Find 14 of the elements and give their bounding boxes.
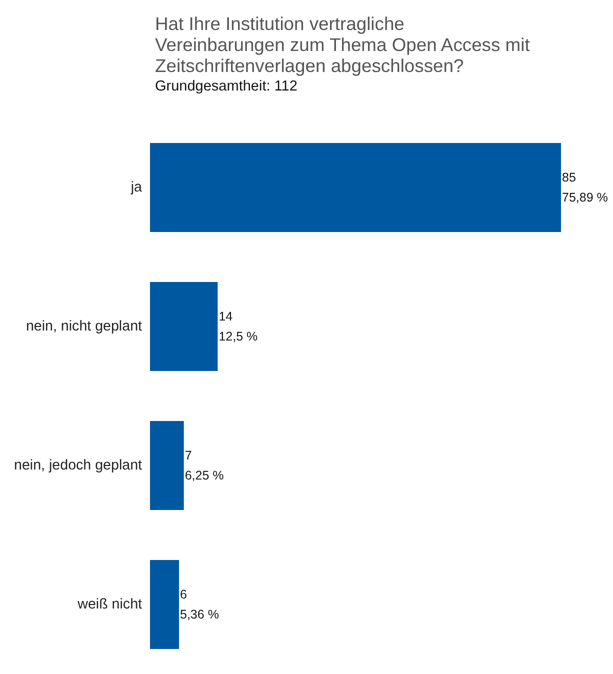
- y-tick-label: nein, jedoch geplant: [14, 458, 142, 474]
- y-tick-label: nein, nicht geplant: [26, 318, 142, 334]
- data-label: 6 5,36 %: [180, 588, 219, 622]
- bar: [150, 282, 218, 371]
- bar: [150, 421, 184, 510]
- data-label: 14 12,5 %: [218, 310, 258, 344]
- chart-title: Hat Ihre Institution vertragliche Vereinbarungen zum Thema Open Access mit Zeitschriftenverlagen abgeschlossen?: [155, 13, 530, 76]
- y-tick-label: ja: [130, 180, 142, 196]
- y-tick-label: weiß nicht: [76, 596, 142, 612]
- chart-subtitle: Grundgesamtheit: 112: [155, 78, 298, 94]
- bar: [150, 143, 561, 232]
- data-label: 85 75,89 %: [562, 170, 608, 204]
- bar: [150, 560, 180, 649]
- data-label: 7 6,25 %: [184, 448, 224, 482]
